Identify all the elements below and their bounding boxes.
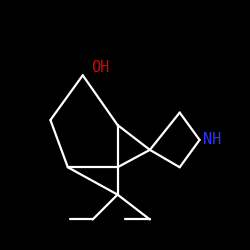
Text: OH: OH	[91, 60, 109, 75]
Text: NH: NH	[203, 132, 222, 148]
